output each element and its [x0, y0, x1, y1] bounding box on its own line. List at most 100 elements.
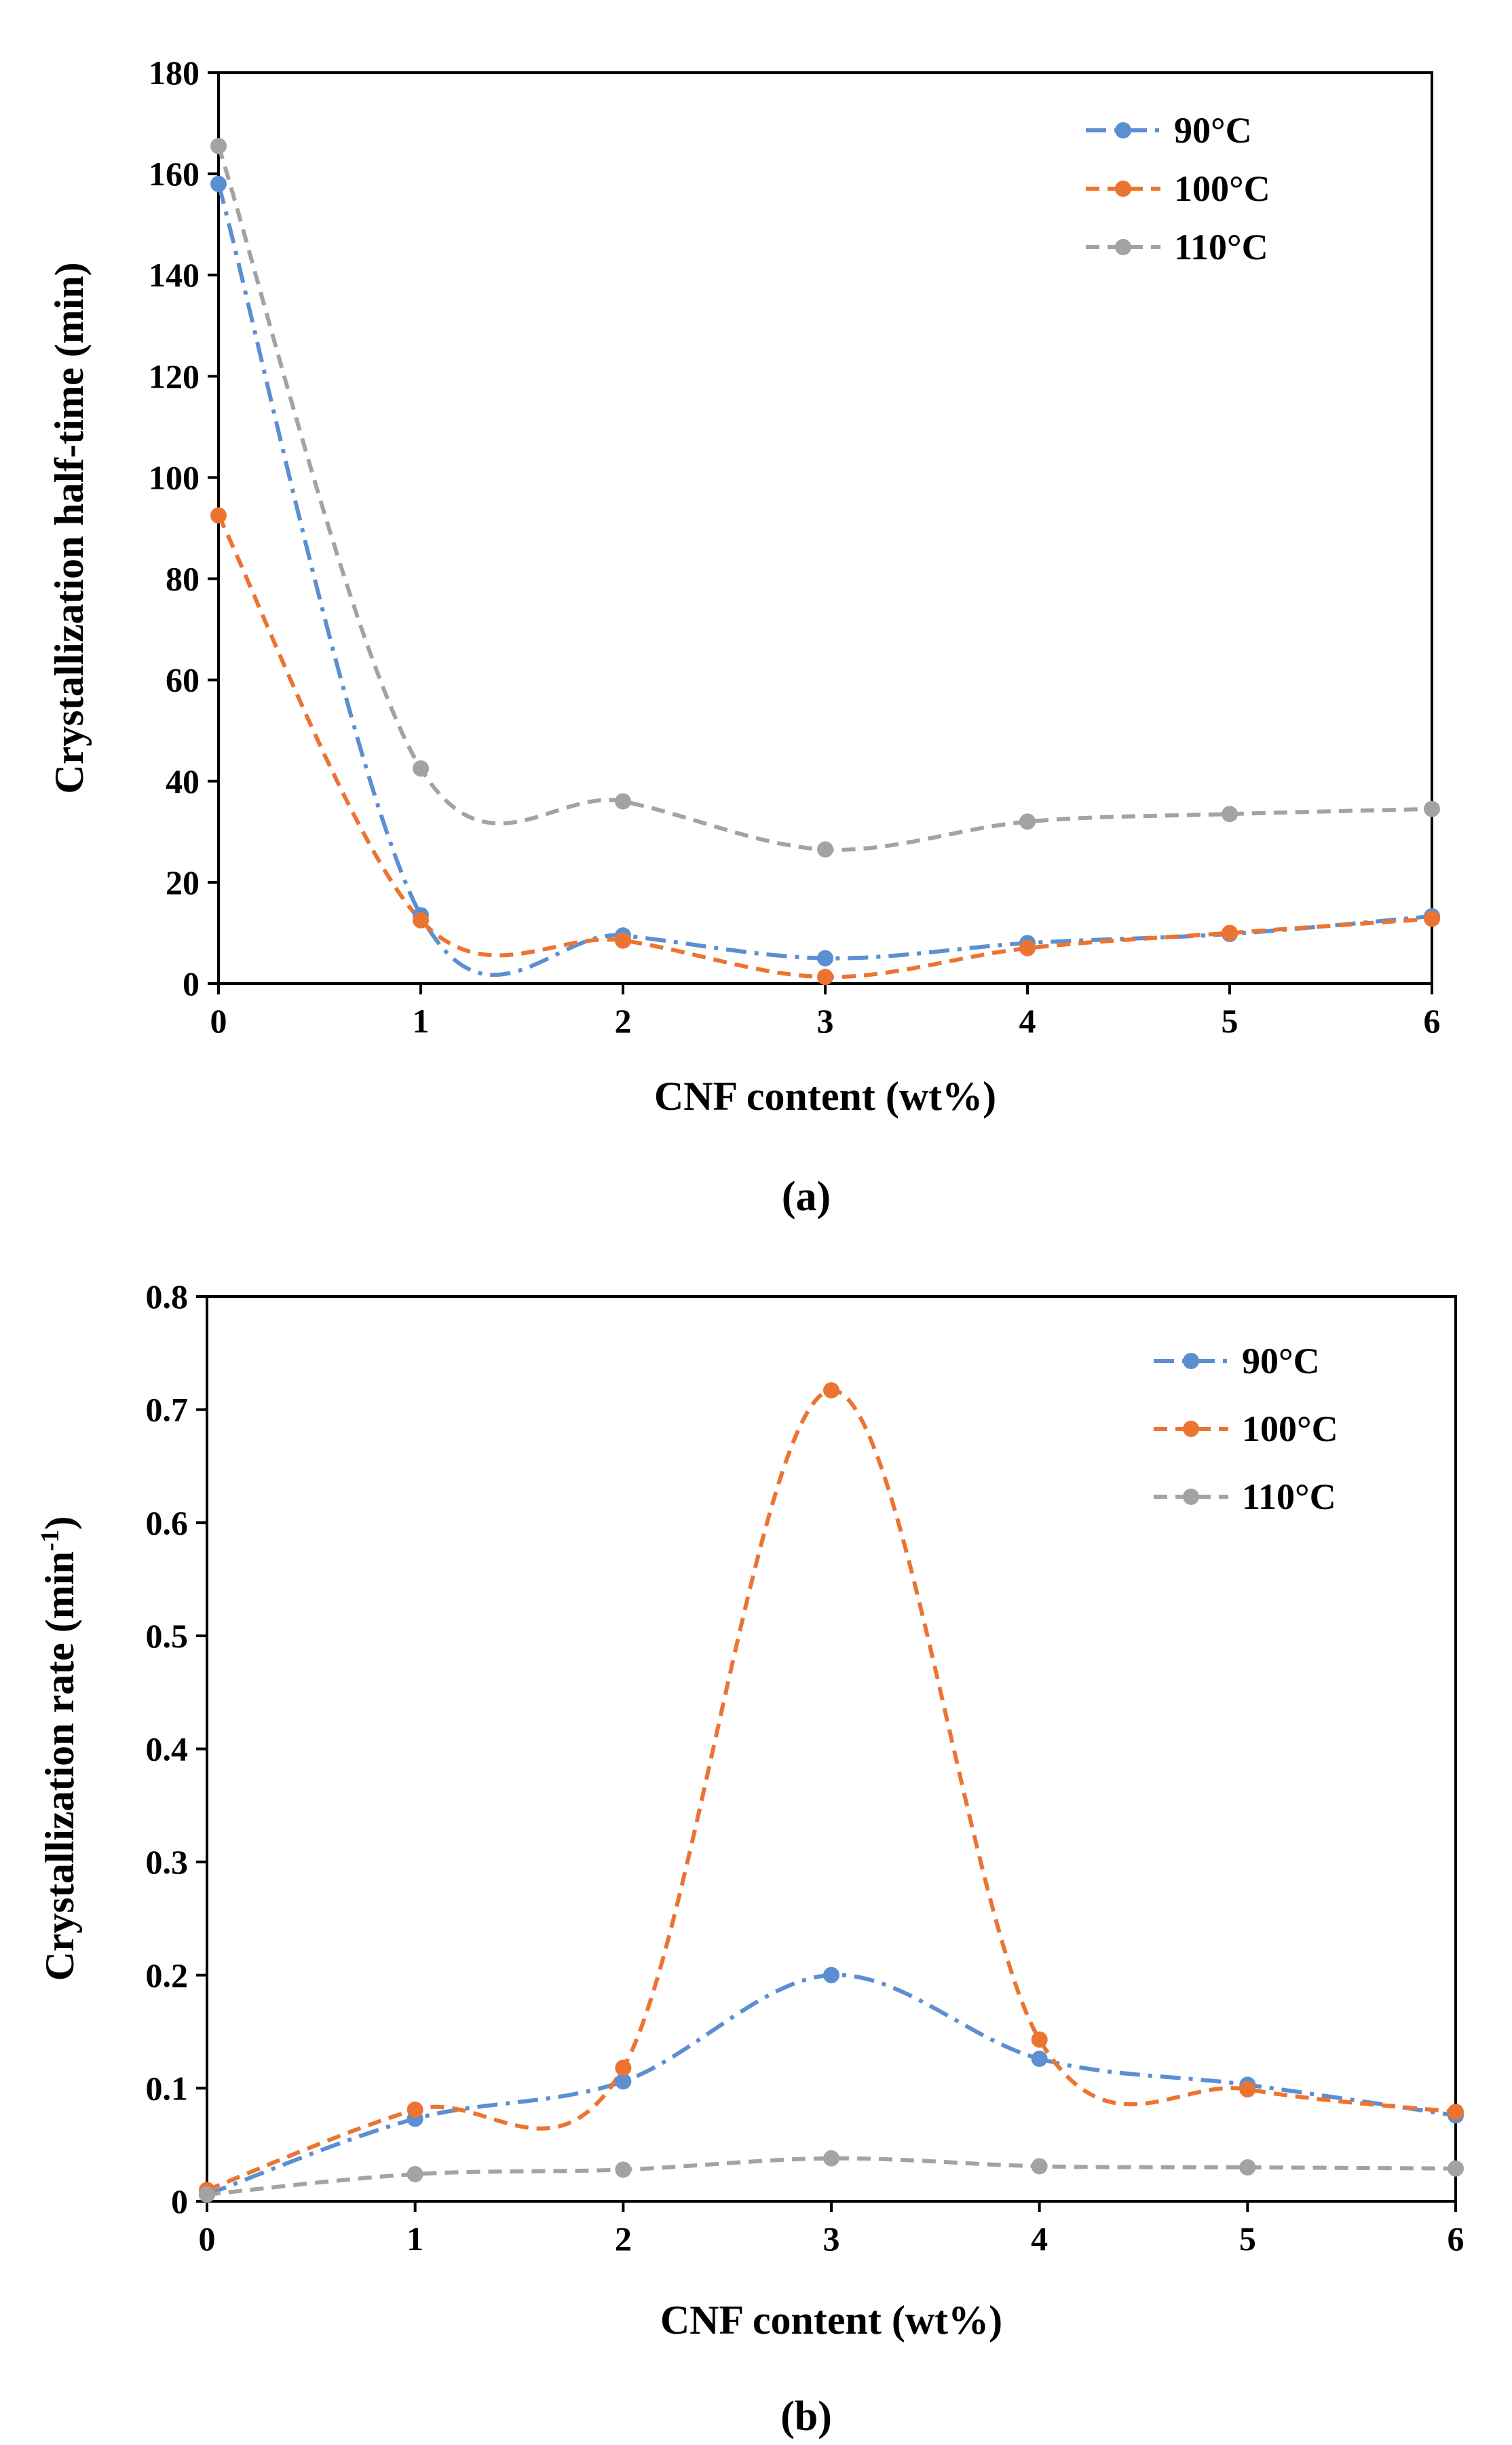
data-point: [210, 507, 227, 524]
panel-b-series-group: [199, 1382, 1464, 2203]
x-tick-label: 0: [199, 2220, 216, 2258]
x-tick-label: 1: [407, 2220, 423, 2258]
legend-swatch-marker: [1183, 1353, 1199, 1369]
x-tick-label: 0: [210, 1002, 227, 1040]
data-point: [1448, 2104, 1464, 2121]
data-point: [210, 138, 227, 155]
y-tick-label: 80: [166, 560, 200, 598]
x-tick-label: 4: [1031, 2220, 1048, 2258]
data-point: [210, 176, 227, 193]
y-tick-label: 0.7: [146, 1391, 189, 1429]
y-tick-label: 0.6: [146, 1504, 189, 1542]
data-point: [1031, 2158, 1048, 2175]
y-tick-label: 0.3: [146, 1843, 189, 1881]
x-tick-label: 4: [1019, 1002, 1036, 1040]
y-tick-label: 60: [166, 661, 200, 699]
panel-a-legend: 90°C 100°C 110°C: [1086, 110, 1270, 267]
x-tick-label: 3: [823, 2220, 840, 2258]
y-tick-label: 0.5: [146, 1617, 189, 1655]
data-point: [615, 793, 631, 810]
x-tick-label: 6: [1424, 1002, 1441, 1040]
series-line-100°C: [216, 515, 1433, 979]
data-point: [413, 760, 429, 777]
legend-label: 90°C: [1174, 110, 1252, 151]
data-point: [615, 2161, 632, 2178]
panel-a-series-group: [210, 138, 1440, 986]
data-point: [1031, 2031, 1048, 2048]
panel-b-y-axis-label-end: ): [37, 1516, 82, 1530]
y-tick-label: 0: [171, 2182, 188, 2220]
y-tick-label: 180: [149, 54, 200, 92]
series-line-110°C: [216, 145, 1433, 852]
data-point: [1019, 813, 1036, 830]
data-point: [407, 2102, 423, 2119]
legend-swatch-marker: [1183, 1421, 1199, 1437]
y-tick-label: 0.4: [146, 1730, 189, 1768]
y-tick-label: 0.8: [146, 1277, 189, 1315]
y-tick-label: 40: [166, 762, 200, 800]
y-tick-label: 120: [149, 357, 200, 395]
data-point: [615, 932, 631, 949]
data-point: [823, 1382, 839, 1399]
legend-label: 110°C: [1242, 1476, 1336, 1517]
x-tick-label: 5: [1222, 1002, 1239, 1040]
data-point: [615, 2059, 632, 2076]
y-tick-label: 0: [183, 965, 200, 1003]
data-point: [1424, 910, 1440, 927]
panel-b-caption: (b): [780, 2393, 832, 2440]
data-point: [407, 2166, 423, 2183]
x-tick-label: 1: [413, 1002, 430, 1040]
data-point: [817, 841, 833, 858]
legend-swatch-marker: [1115, 239, 1131, 255]
legend-swatch-marker: [1115, 122, 1131, 138]
data-point: [1031, 2051, 1048, 2068]
data-point: [199, 2186, 215, 2203]
data-point: [1239, 2081, 1256, 2098]
x-tick-label: 6: [1448, 2220, 1464, 2258]
legend-label: 100°C: [1174, 168, 1270, 209]
series-line-90°C: [216, 183, 1433, 977]
data-point: [1448, 2160, 1464, 2177]
panel-b-y-ticks: 0 0.1 0.2 0.3 0.4 0.5 0.6 0.7 0.8: [146, 1277, 207, 2220]
y-tick-label: 0.2: [146, 1956, 189, 1994]
x-tick-label: 2: [615, 1002, 632, 1040]
panel-a-y-axis-label: Crystallization half-time (min): [47, 262, 92, 794]
data-point: [1424, 800, 1440, 817]
x-tick-label: 2: [615, 2220, 632, 2258]
panel-a-x-axis-label: CNF content (wt%): [654, 1074, 996, 1119]
y-tick-label: 100: [149, 458, 200, 496]
x-tick-label: 3: [817, 1002, 834, 1040]
data-point: [823, 1966, 839, 1983]
data-point: [1222, 925, 1238, 941]
data-point: [817, 969, 833, 986]
data-point: [1222, 806, 1238, 823]
panel-b-legend: 90°C 100°C 110°C: [1154, 1341, 1338, 1517]
panel-b-chart: 0 0.1 0.2 0.3 0.4 0.5 0.6 0.7 0.8 0 1 2 3 4 5 6 90°C 10…: [36, 1277, 1464, 2343]
panel-b-x-ticks: 0 1 2 3 4 5 6: [199, 2201, 1464, 2258]
y-tick-label: 140: [149, 256, 200, 294]
x-tick-label: 5: [1239, 2220, 1256, 2258]
panel-b-y-axis-label-superscript: -1: [36, 1530, 64, 1552]
legend-swatch-marker: [1183, 1489, 1199, 1505]
data-point: [413, 912, 429, 929]
legend-label: 100°C: [1242, 1408, 1338, 1449]
y-tick-label: 0.1: [146, 2069, 189, 2107]
panel-a-x-ticks: 0 1 2 3 4 5 6: [210, 984, 1441, 1040]
panel-b-x-axis-label: CNF content (wt%): [660, 2298, 1002, 2343]
data-point: [1019, 939, 1036, 956]
panel-b-y-axis-label: Crystallization rate (min-1): [36, 1516, 82, 1981]
panel-a-y-ticks: 0 20 40 60 80 100 120 140 160 180: [149, 54, 219, 1003]
legend-label: 90°C: [1242, 1341, 1320, 1381]
panel-b-y-axis-label-main: Crystallization rate (min: [37, 1551, 82, 1981]
legend-label: 110°C: [1174, 227, 1268, 267]
y-tick-label: 20: [166, 863, 200, 901]
data-point: [823, 2150, 839, 2167]
y-tick-label: 160: [149, 155, 200, 193]
data-point: [817, 950, 833, 967]
legend-swatch-marker: [1115, 181, 1131, 197]
panel-a-chart: 0 20 40 60 80 100 120 140 160 180 0 1 2 3 4 5 6 90°C 100…: [47, 54, 1441, 1119]
panel-a-caption: (a): [782, 1174, 831, 1220]
data-point: [1239, 2159, 1256, 2176]
data-point: [615, 2073, 632, 2090]
